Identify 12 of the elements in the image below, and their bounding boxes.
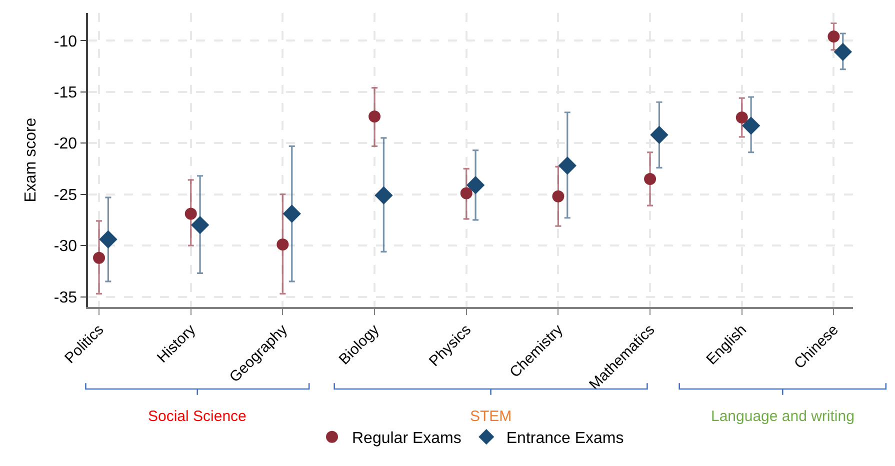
- y-tick-label: -35: [54, 289, 78, 306]
- legend-label: Regular Exams: [352, 430, 462, 448]
- text: Social Science: [148, 408, 246, 425]
- y-tick-label: -15: [54, 84, 78, 102]
- y-tick-label: -10: [54, 33, 78, 50]
- y-axis-title: Exam score: [22, 118, 40, 202]
- text: Language and writing: [711, 408, 854, 425]
- text: STEM: [470, 408, 512, 425]
- y-tick-label: -20: [54, 136, 78, 153]
- legend-label: Entrance Exams: [506, 430, 624, 448]
- y-tick-label: -30: [54, 238, 78, 256]
- y-tick-label: -25: [54, 186, 78, 204]
